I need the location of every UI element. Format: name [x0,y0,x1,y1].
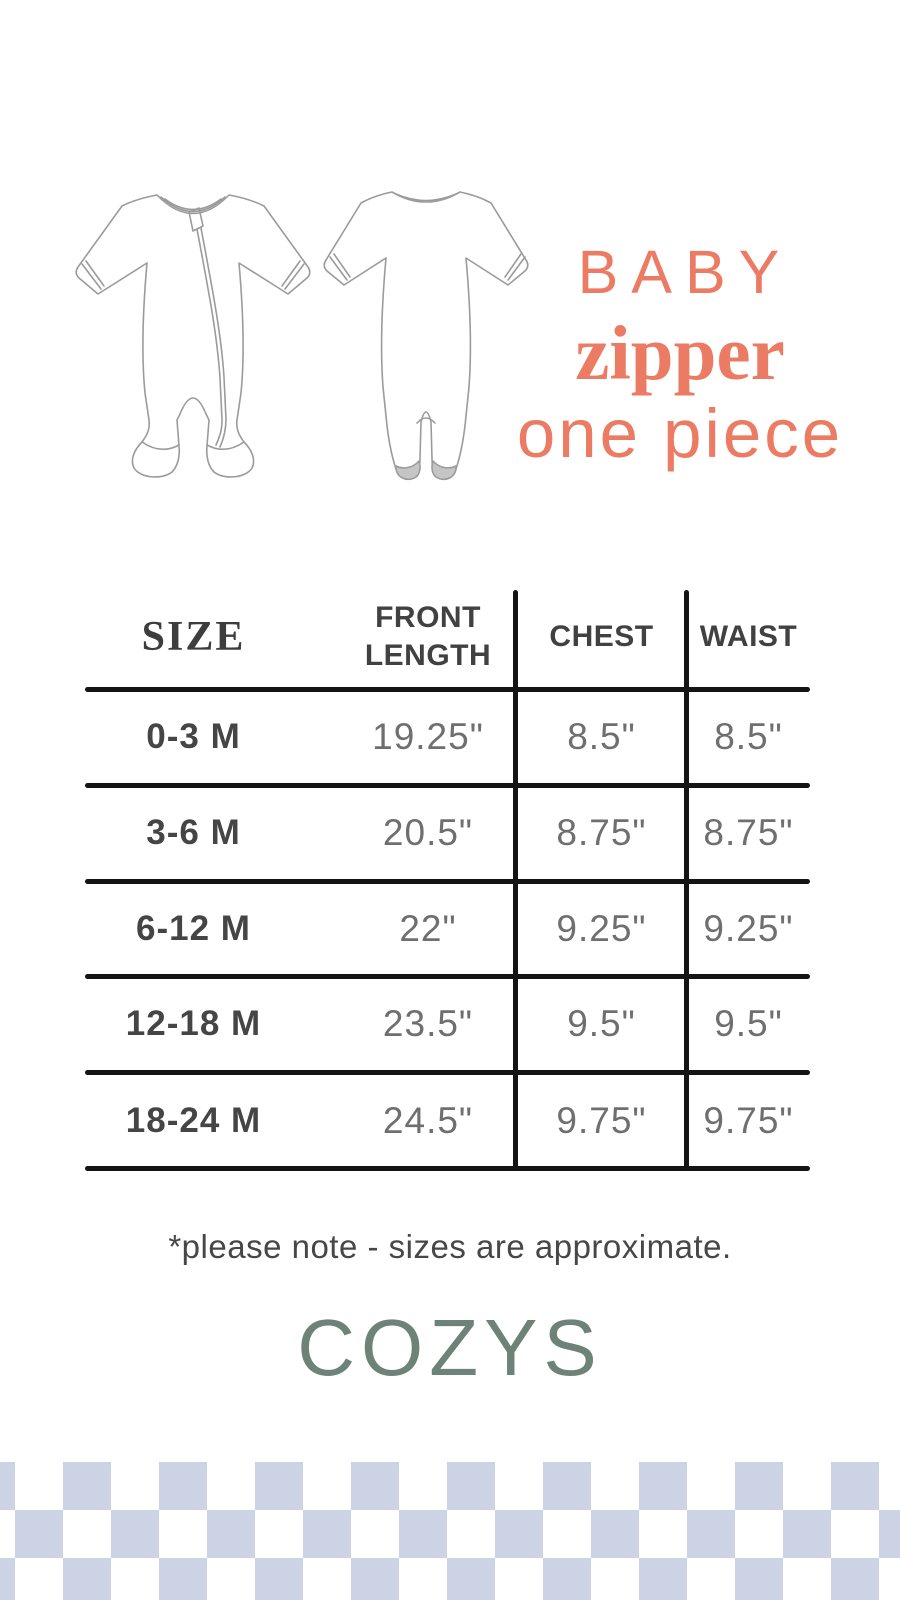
table-rule-horizontal [85,1166,810,1171]
table-cell-chest: 8.75" [556,812,647,853]
table-row-size-label: 3-6 M [146,813,241,852]
onesie-front-illustration [68,168,318,488]
checkerboard-footer-pattern [0,1462,900,1600]
table-cell-front-length: 22" [399,907,457,949]
onesie-back-illustration [320,172,535,487]
table-rule-horizontal [85,974,810,979]
table-row-size-label: 6-12 M [136,908,251,948]
table-cell-waist: 8.75" [703,812,794,853]
table-rule-horizontal [85,687,810,692]
table-cell-front-length: 20.5" [382,812,474,853]
table-cell-waist: 9.25" [703,907,794,949]
title-line-baby: BABY [577,238,793,306]
table-cell-chest: 8.5" [567,716,636,757]
column-header-size: SIZE [141,614,246,660]
column-header-waist: WAIST [699,620,798,653]
column-header-front-length: FRONT LENGTH [364,601,492,672]
table-cell-chest: 9.5" [567,1003,636,1044]
table-cell-waist: 9.5" [714,1003,783,1044]
table-cell-chest: 9.25" [556,907,647,949]
table-rule-vertical [513,590,518,1169]
product-title: BABY zipper one piece [515,238,845,470]
table-rule-vertical [684,590,689,1169]
column-header-chest: CHEST [549,620,654,653]
table-row-size-label: 0-3 M [146,717,241,756]
approximate-sizes-note: *please note - sizes are approximate. [168,1228,732,1265]
table-cell-front-length: 19.25" [372,716,484,757]
table-row-size-label: 12-18 M [125,1004,262,1043]
brand-logo-text: COZYS [297,1303,603,1392]
table-cell-front-length: 24.5" [382,1099,474,1141]
title-line-zipper: zipper [575,310,785,396]
table-cell-chest: 9.75" [556,1099,647,1141]
table-rule-horizontal [85,879,810,884]
table-rule-horizontal [85,1070,810,1075]
table-row-size-label: 18-24 M [125,1100,262,1140]
title-line-one-piece: one piece [516,395,844,472]
table-cell-waist: 9.75" [703,1099,794,1141]
table-rule-horizontal [85,783,810,788]
table-cell-waist: 8.5" [714,716,783,757]
table-cell-front-length: 23.5" [382,1003,474,1044]
size-chart-table: SIZE FRONT LENGTH CHEST WAIST 0-3 M 19.2… [85,585,810,1171]
